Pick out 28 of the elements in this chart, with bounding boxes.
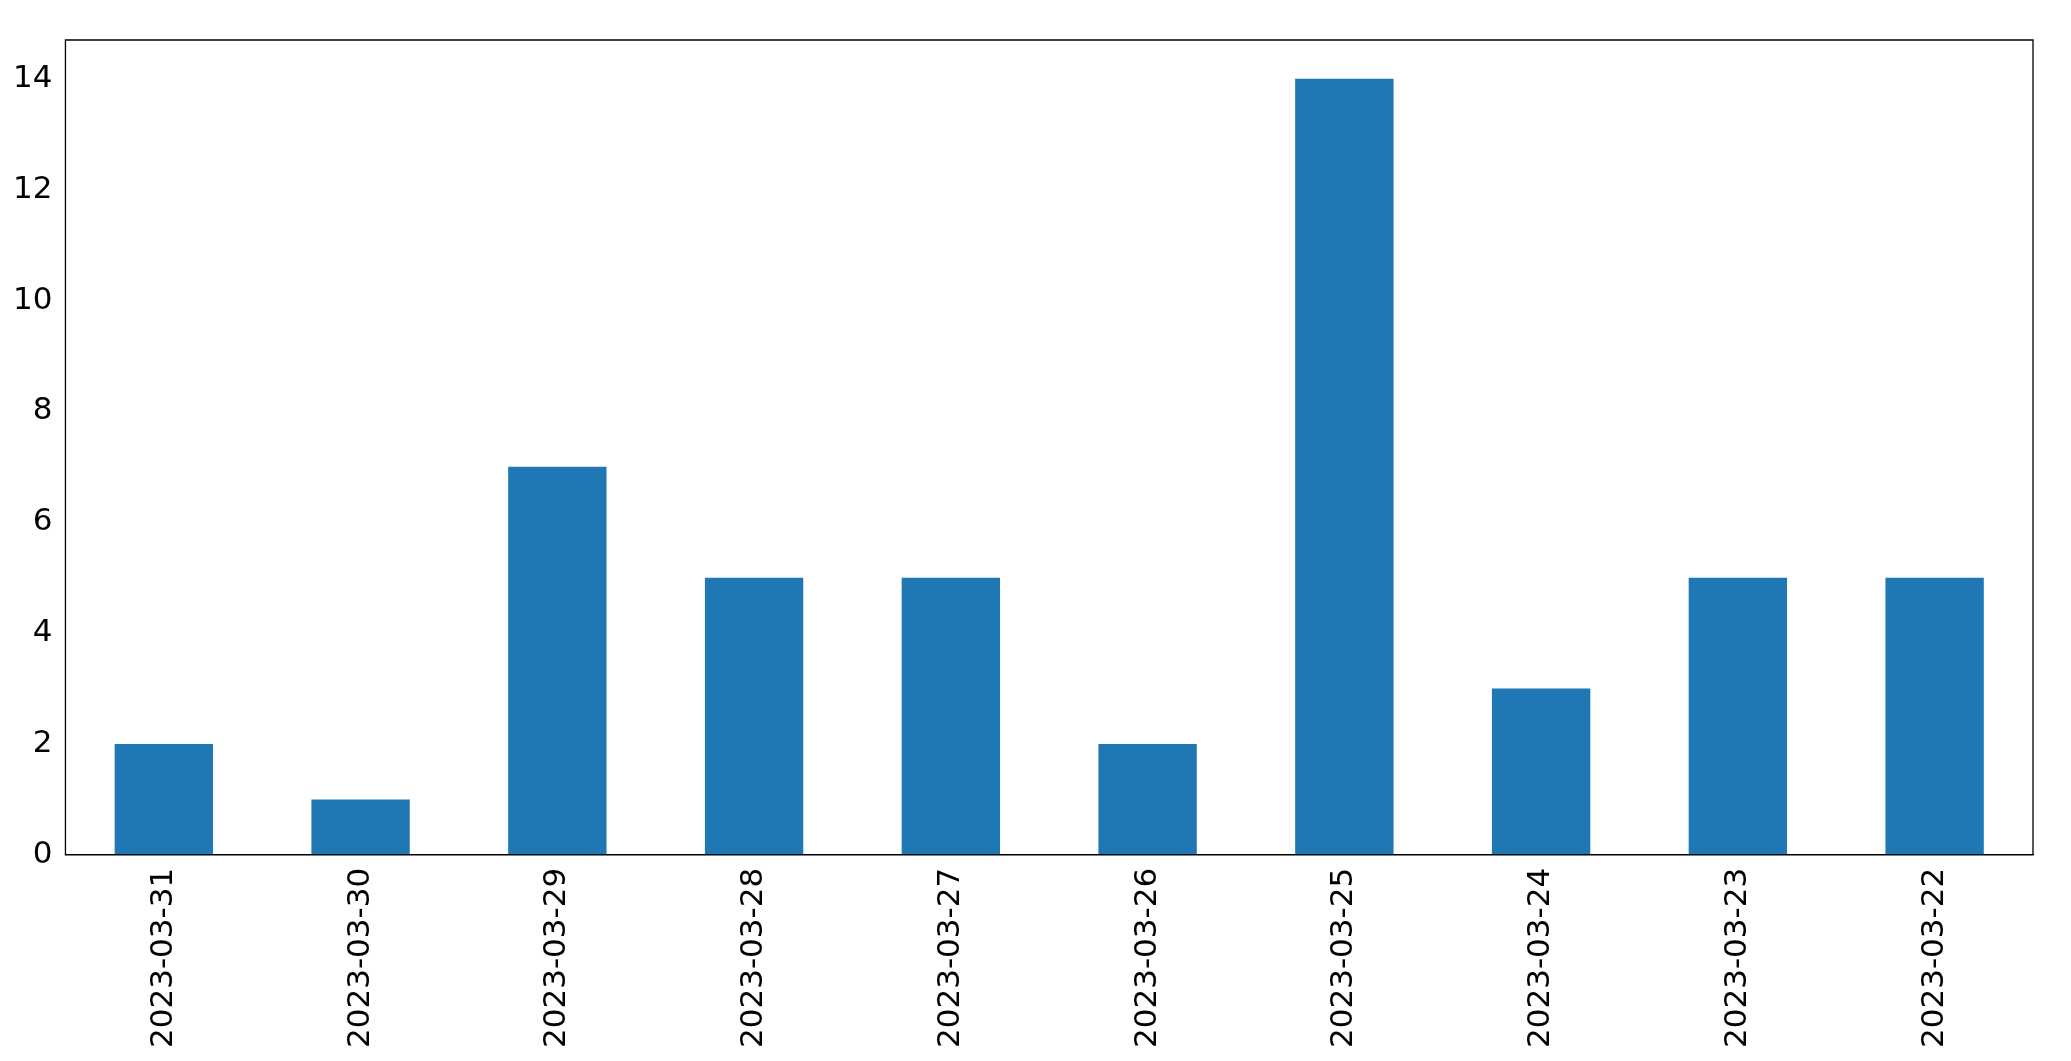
x-tick-label: 2023-03-31 — [142, 867, 179, 1049]
y-tick-label: 0 — [32, 833, 53, 870]
bar — [1491, 688, 1591, 855]
x-tick-label: 2023-03-27 — [929, 867, 966, 1049]
x-tick-label: 2023-03-25 — [1323, 867, 1360, 1049]
x-tick-label: 2023-03-24 — [1520, 867, 1557, 1049]
y-tick-label: 12 — [12, 168, 53, 205]
bar — [704, 577, 804, 855]
x-tick-label: 2023-03-23 — [1716, 867, 1753, 1049]
bar — [114, 743, 214, 855]
bar — [1688, 577, 1788, 855]
x-tick-label: 2023-03-28 — [733, 867, 770, 1049]
bar — [311, 799, 410, 855]
y-tick-label: 8 — [32, 390, 53, 427]
x-tick-label: 2023-03-30 — [339, 867, 376, 1049]
bar — [901, 577, 1001, 855]
x-tick-label: 2023-03-26 — [1126, 867, 1163, 1049]
x-tick-label: 2023-03-22 — [1913, 867, 1950, 1049]
bar — [1098, 743, 1197, 855]
y-tick-label: 10 — [12, 279, 53, 316]
bar — [508, 466, 607, 855]
y-tick-label: 14 — [12, 57, 53, 94]
y-tick-label: 2 — [32, 723, 53, 760]
x-tick-label: 2023-03-29 — [536, 867, 573, 1049]
bar — [1295, 78, 1394, 855]
y-tick-label: 6 — [32, 501, 53, 538]
y-tick-label: 4 — [32, 612, 53, 649]
bar — [1885, 577, 1984, 855]
